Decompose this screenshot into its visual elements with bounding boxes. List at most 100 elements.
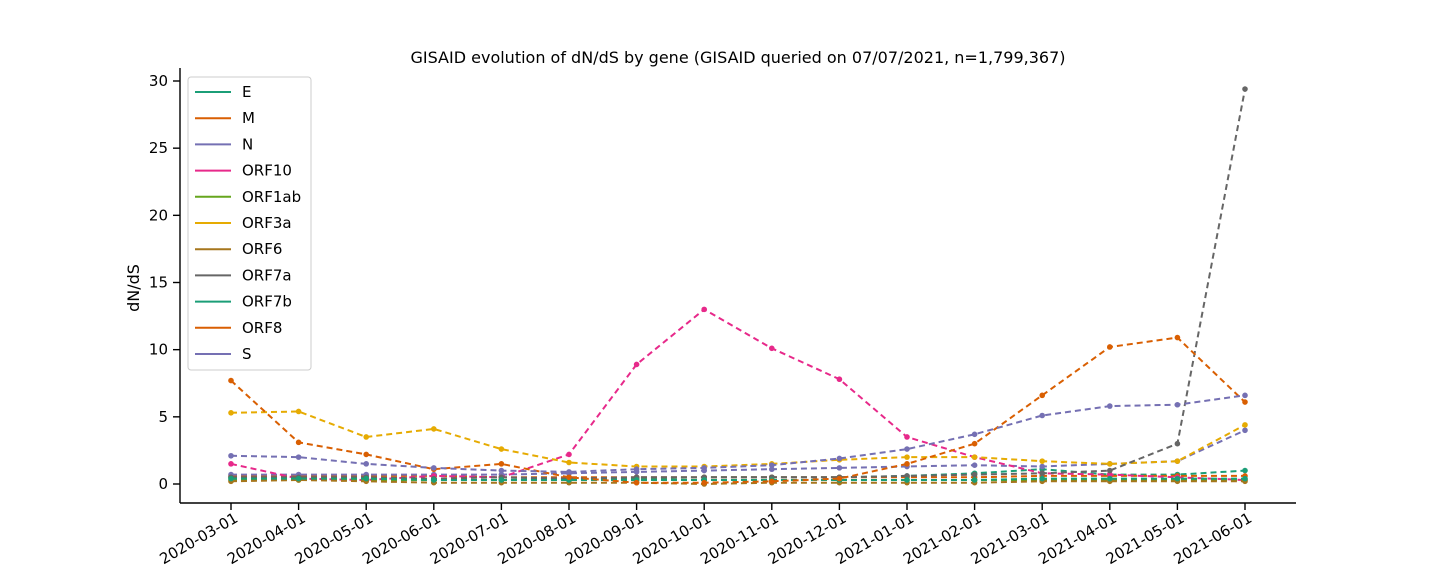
legend-label: ORF10 <box>242 162 292 180</box>
data-point-s <box>836 455 843 462</box>
series-line-orf10 <box>230 308 1246 482</box>
data-point-orf8 <box>1174 334 1181 341</box>
data-point-orf7b <box>431 477 437 483</box>
data-point-orf3a <box>295 408 302 415</box>
data-point-s <box>295 454 302 460</box>
data-point-orf8 <box>769 478 775 485</box>
data-point-orf7b <box>363 475 370 482</box>
data-point-orf7a <box>904 473 910 479</box>
data-point-orf7b <box>1039 475 1045 482</box>
data-point-orf3a <box>1242 422 1248 428</box>
data-point-s <box>228 452 234 459</box>
legend-label: ORF7b <box>242 293 292 311</box>
data-point-orf8 <box>701 479 707 486</box>
series-layer <box>228 86 1248 487</box>
chart-title: GISAID evolution of dN/dS by gene (GISAI… <box>410 48 1065 67</box>
data-point-orf10 <box>904 434 910 440</box>
data-point-orf3a <box>566 459 572 466</box>
legend-box <box>187 76 312 371</box>
series-line-n <box>231 429 1246 476</box>
y-tick-label: 20 <box>149 206 168 224</box>
series-line-orf7b <box>231 477 1245 481</box>
y-axis-label: dN/dS <box>124 264 143 312</box>
data-point-s <box>1174 401 1181 408</box>
legend-label: ORF7a <box>242 266 292 284</box>
series-line-orf3a <box>230 410 1246 468</box>
data-point-orf7b <box>971 477 978 483</box>
legend-label: E <box>242 83 251 101</box>
data-point-orf8 <box>1039 392 1045 399</box>
data-point-orf10 <box>1107 471 1113 478</box>
legend-label: ORF8 <box>242 319 282 337</box>
data-point-n <box>971 462 978 468</box>
data-point-orf10 <box>633 361 640 368</box>
data-point-n <box>1039 463 1045 470</box>
data-point-s <box>1107 403 1113 409</box>
data-point-orf3a <box>1039 458 1045 464</box>
data-point-n <box>836 465 843 471</box>
data-point-orf7b <box>295 475 302 482</box>
data-point-orf10 <box>769 345 775 352</box>
data-point-orf7b <box>1107 475 1113 482</box>
data-point-orf7b <box>498 477 505 483</box>
series-line-s <box>230 394 1246 473</box>
data-point-orf8 <box>363 451 370 458</box>
series-line-orf8 <box>230 336 1246 484</box>
data-point-orf3a <box>1174 458 1181 464</box>
data-point-orf3a <box>498 446 505 452</box>
data-point-orf8 <box>971 440 978 447</box>
data-point-e <box>1242 467 1248 474</box>
data-point-orf8 <box>836 475 843 482</box>
data-point-orf10 <box>836 376 843 383</box>
y-tick-label: 25 <box>149 139 168 157</box>
y-tick-label: 30 <box>149 72 168 90</box>
data-point-orf3a <box>904 454 910 460</box>
data-point-orf3a <box>431 426 437 432</box>
series-line-orf7a <box>231 88 1246 480</box>
data-point-s <box>1242 392 1248 399</box>
y-ticks: 0 5 10 15 20 25 30 <box>149 72 180 493</box>
data-point-orf7a <box>1174 440 1181 447</box>
data-point-orf7a <box>1107 467 1113 474</box>
data-point-orf3a <box>971 454 978 460</box>
data-point-orf3a <box>228 410 234 416</box>
series-line-m <box>231 474 1245 479</box>
y-tick-label: 0 <box>158 475 168 493</box>
data-point-s <box>363 461 370 467</box>
data-point-s <box>971 431 978 438</box>
data-point-s <box>498 467 505 474</box>
data-point-orf8 <box>633 479 640 486</box>
data-point-orf10 <box>701 306 707 313</box>
data-point-orf7a <box>971 471 978 478</box>
data-point-s <box>633 466 640 473</box>
data-point-orf8 <box>295 439 302 446</box>
data-point-orf10 <box>228 461 234 467</box>
data-point-orf7b <box>228 475 234 482</box>
data-point-s <box>769 462 775 468</box>
data-point-orf7b <box>1242 475 1248 482</box>
data-point-orf3a <box>363 434 370 440</box>
data-point-s <box>1039 412 1045 419</box>
data-point-n <box>769 466 775 473</box>
data-point-s <box>904 446 910 452</box>
legend-label: N <box>242 135 253 153</box>
legend-label: S <box>242 345 252 363</box>
data-point-n <box>1242 427 1248 434</box>
data-point-orf3a <box>1107 461 1113 467</box>
legend-label: ORF6 <box>242 240 282 258</box>
data-point-s <box>701 465 707 471</box>
data-point-orf8 <box>228 377 234 384</box>
data-point-s <box>431 465 437 471</box>
legend: EMN ORF10 ORF1ab ORF3a ORF6 ORF7a ORF7b ORF8 S <box>187 76 312 371</box>
data-point-orf8 <box>1242 399 1248 405</box>
data-point-orf7b <box>1174 475 1181 482</box>
data-point-orf8 <box>904 461 910 467</box>
y-tick-label: 10 <box>149 341 168 359</box>
data-point-orf8 <box>498 461 505 467</box>
series-line-orf6 <box>230 478 1245 486</box>
data-point-orf7b <box>904 477 910 483</box>
x-ticks: 2020-03-012020-04-012020-05-012020-06-01… <box>156 503 1255 568</box>
y-tick-label: 5 <box>158 408 168 426</box>
data-point-orf7a <box>1039 470 1045 477</box>
